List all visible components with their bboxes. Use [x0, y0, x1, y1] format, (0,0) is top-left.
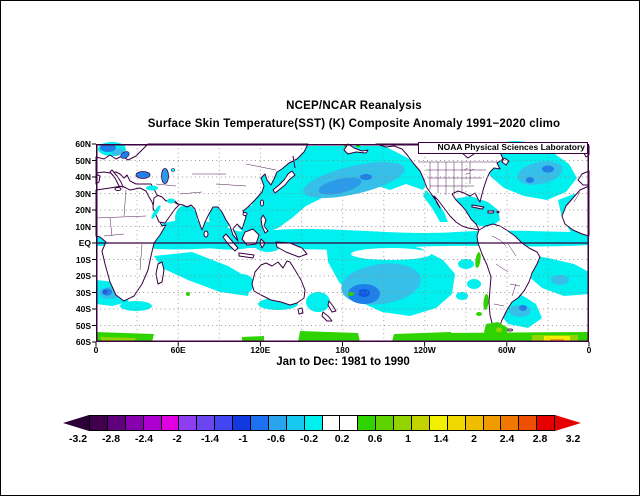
lon-tick-label: 120E	[250, 345, 271, 355]
colorbar-box	[142, 416, 161, 430]
page-subtitle: Surface Skin Temperature(SST) (K) Compos…	[147, 118, 561, 130]
colorbar-left-arrow	[63, 415, 89, 431]
map-frame	[96, 144, 589, 342]
lat-tick-label: 10N	[75, 221, 91, 232]
colorbar-box	[178, 416, 197, 430]
colorbar-box	[357, 416, 376, 430]
colorbar-box	[160, 416, 179, 430]
colorbar-box	[518, 416, 537, 430]
colorbar-tick-label: -2.4	[134, 433, 154, 445]
colorbar-box	[393, 416, 412, 430]
lat-tick-label: 60S	[75, 337, 91, 347]
colorbar-box	[339, 416, 358, 430]
colorbar-box	[106, 416, 125, 430]
lon-tick-label: 120W	[413, 345, 436, 355]
lat-tick-label: 30S	[75, 287, 91, 298]
page-title: NCEP/NCAR Reanalysis	[286, 100, 422, 112]
world-map	[92, 141, 590, 347]
lat-tick-label: EQ	[78, 238, 91, 248]
inland-water-and-land-anomalies	[100, 144, 508, 338]
lat-tick-label: 60N	[75, 139, 91, 149]
colorbar-tick-label: -2.8	[101, 433, 121, 445]
colorbar-box	[411, 416, 429, 430]
colorbar-tick-label: 0.2	[334, 433, 350, 445]
colorbar-box	[375, 416, 394, 430]
colorbar-right-arrow	[555, 415, 581, 431]
colorbar-box	[196, 416, 215, 430]
colorbar-box	[536, 416, 555, 430]
country-and-state-borders	[95, 161, 581, 307]
lat-tick-label: 50N	[75, 155, 91, 166]
colorbar-box	[285, 416, 304, 430]
axis-ticks	[92, 143, 590, 347]
colorbar-tick-label: 2	[471, 433, 477, 445]
colorbar-tick-label: 0.6	[367, 433, 383, 445]
colorbar-box	[321, 416, 340, 430]
colorbar-labels: -3.2 -2.8 -2.4 -2 -1.4 -1 -0.6 -0.2 0.2 0.6 1 1.4 2 2…	[63, 433, 581, 446]
colorbar-box	[124, 416, 143, 430]
colorbar-box	[90, 416, 107, 430]
colorbar-box	[303, 416, 322, 430]
lat-tick-label: 50S	[75, 320, 91, 331]
lat-tick-label: 20N	[75, 205, 91, 215]
lon-tick-label: 60E	[170, 345, 186, 355]
land-masses	[95, 143, 590, 336]
ocean-anomaly-fills	[96, 141, 589, 342]
lon-tick-label: 0	[586, 345, 592, 355]
lat-tick-label: 10S	[75, 254, 91, 265]
lat-tick-label: 20S	[75, 271, 91, 281]
colorbar-box	[482, 416, 501, 430]
colorbar-tick-label: 2.8	[532, 433, 548, 445]
colorbar	[63, 415, 581, 431]
lon-tick-label: 180	[335, 345, 350, 355]
colorbar-tick-label: 1	[405, 433, 411, 445]
lon-tick-label: 0	[93, 345, 99, 355]
colorbar-tick-label: -1.4	[200, 433, 220, 445]
colorbar-tick-label: -1	[238, 433, 248, 445]
colorbar-tick-label: -0.2	[299, 433, 319, 445]
colorbar-box	[446, 416, 465, 430]
lat-tick-label: 30N	[75, 188, 91, 199]
lat-tick-label: 40N	[75, 172, 91, 182]
colorbar-tick-label: 1.4	[433, 433, 449, 445]
colorbar-tick-label: 2.4	[499, 433, 515, 445]
colorbar-box	[232, 416, 251, 430]
lon-tick-label: 60W	[498, 345, 516, 355]
colorbar-box	[500, 416, 519, 430]
colorbar-tick-label: -3.2	[68, 433, 88, 445]
colorbar-tick-label: -0.6	[266, 433, 286, 445]
colorbar-box	[428, 416, 447, 430]
colorbar-tick-label: -2	[172, 433, 182, 445]
period-caption: Jan to Dec: 1981 to 1990	[276, 356, 410, 368]
colorbar-box	[214, 416, 233, 430]
credit-box: NOAA Physical Sciences Laboratory	[418, 142, 588, 154]
colorbar-box	[250, 416, 268, 430]
colorbar-boxes	[89, 415, 555, 431]
colorbar-tick-label: 3.2	[565, 433, 581, 445]
colorbar-box	[464, 416, 483, 430]
lat-tick-label: 40S	[75, 304, 91, 314]
colorbar-box	[267, 416, 286, 430]
